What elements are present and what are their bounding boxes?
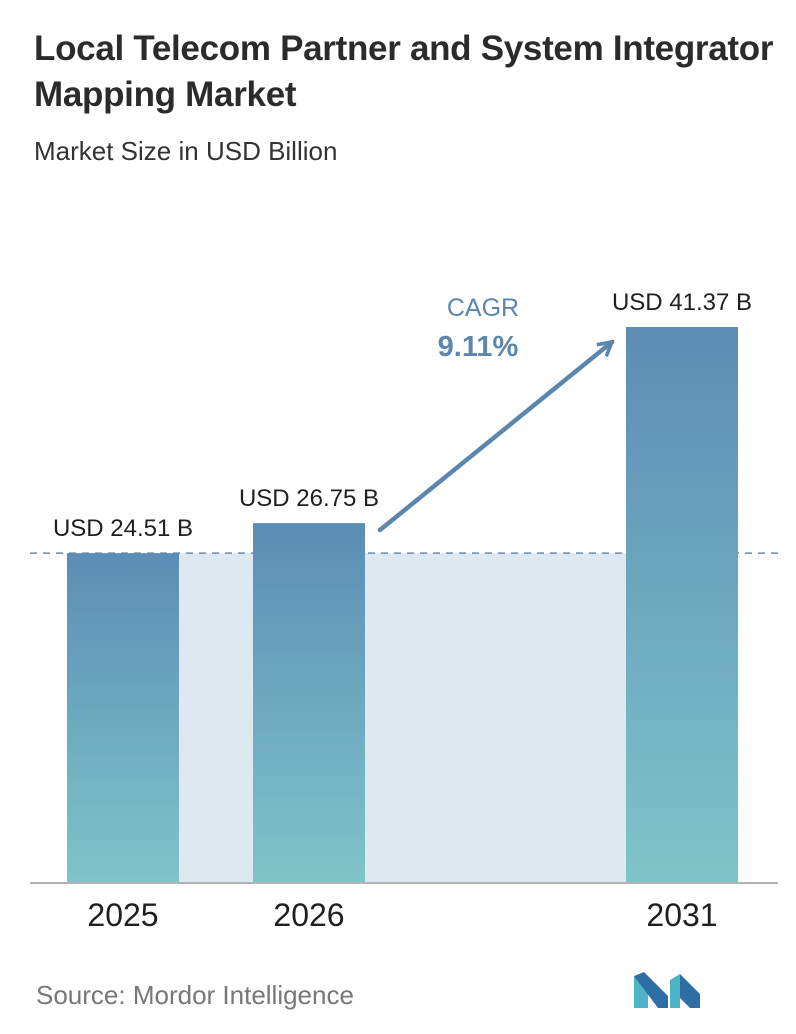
labels-layer: USD 24.51 B USD 26.75 B USD 41.37 B [53, 289, 752, 542]
data-label-2025: USD 24.51 B [53, 515, 193, 542]
x-tick-label-2026: 2026 [273, 897, 344, 933]
bar-2025 [67, 553, 179, 882]
bar-2031 [626, 327, 738, 882]
cagr-label: CAGR [447, 294, 519, 322]
page-subtitle: Market Size in USD Billion [34, 136, 338, 166]
data-label-2026: USD 26.75 B [239, 485, 379, 512]
page-title: Local Telecom Partner and System Integra… [34, 29, 774, 114]
bar-2026 [253, 523, 365, 882]
x-tick-label-2025: 2025 [87, 897, 158, 933]
data-label-2031: USD 41.37 B [612, 289, 752, 316]
mordor-intelligence-logo-icon [634, 972, 700, 1008]
cagr-arrow [377, 342, 612, 533]
x-tick-label-2031: 2031 [646, 897, 717, 933]
bars-layer [67, 327, 738, 882]
cagr-value: 9.11% [438, 331, 519, 363]
x-tick-labels-layer: 2025 2026 2031 [87, 897, 717, 933]
source-note: Source: Mordor Intelligence [36, 980, 354, 1010]
